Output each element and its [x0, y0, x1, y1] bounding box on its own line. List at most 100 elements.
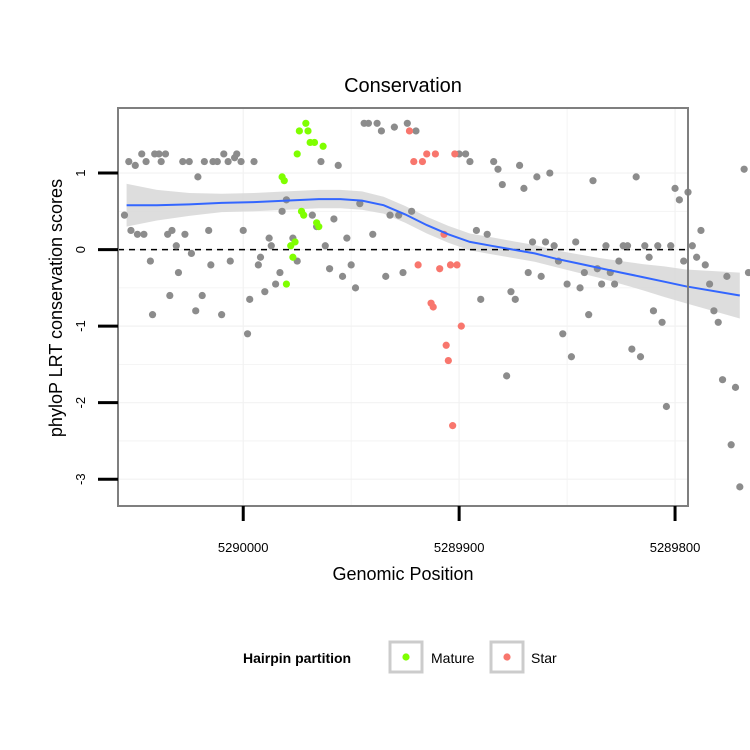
point-other	[343, 234, 351, 242]
point-other	[550, 242, 558, 250]
smooth-line-path	[126, 198, 740, 297]
point-other	[194, 173, 202, 181]
point-other	[623, 242, 632, 250]
point-other	[580, 268, 588, 277]
point-mature	[319, 142, 327, 150]
point-other	[408, 207, 416, 215]
point-other	[157, 157, 165, 166]
point-other	[688, 242, 696, 250]
point-other	[364, 119, 373, 127]
smooth-trend-line	[126, 198, 740, 297]
point-other	[243, 330, 252, 338]
point-other	[226, 257, 234, 265]
point-other	[533, 173, 541, 181]
point-other	[645, 253, 653, 261]
point-star	[444, 356, 452, 365]
point-star	[442, 341, 450, 349]
point-star	[436, 265, 444, 273]
point-other	[546, 169, 554, 177]
point-other	[220, 150, 228, 158]
point-other	[265, 234, 273, 242]
point-star	[429, 303, 437, 311]
point-other	[330, 215, 338, 223]
point-other	[125, 157, 133, 166]
x-tick-label: 5289900	[434, 540, 485, 555]
point-other	[133, 230, 142, 238]
point-other	[524, 268, 532, 277]
point-other	[120, 211, 129, 219]
point-other	[142, 157, 150, 166]
grid-lines	[118, 108, 688, 506]
point-other	[347, 261, 355, 269]
point-other	[636, 353, 645, 361]
point-mature	[282, 280, 291, 288]
point-other	[317, 157, 325, 166]
point-other	[490, 157, 498, 166]
point-other	[261, 288, 269, 296]
y-tick-label: 1	[73, 169, 88, 176]
point-other	[181, 230, 189, 238]
point-other	[239, 226, 247, 235]
point-other	[483, 230, 491, 238]
point-other	[567, 353, 576, 361]
point-mature	[289, 253, 297, 261]
point-other	[325, 265, 334, 273]
point-other	[148, 311, 157, 319]
point-other	[334, 161, 342, 170]
point-other	[602, 242, 610, 250]
point-other	[697, 226, 705, 235]
point-other	[198, 291, 206, 300]
point-other	[403, 119, 411, 127]
point-other	[256, 253, 265, 261]
point-star	[414, 261, 422, 269]
x-axis-title: Genomic Position	[332, 564, 473, 584]
point-star	[405, 127, 414, 135]
point-other	[174, 268, 183, 277]
point-other	[278, 207, 286, 215]
point-mature	[293, 150, 301, 158]
point-other	[466, 157, 474, 166]
point-other	[628, 345, 636, 353]
y-tick-label: 0	[73, 246, 88, 253]
point-other	[541, 238, 550, 246]
y-tick-label: -2	[73, 397, 88, 409]
point-other	[382, 272, 390, 280]
point-other	[166, 291, 174, 300]
point-other	[723, 272, 731, 280]
point-other	[511, 295, 519, 303]
point-other	[390, 123, 398, 131]
point-mature	[310, 138, 319, 147]
point-other	[662, 402, 671, 411]
point-other	[680, 257, 688, 265]
point-other	[615, 257, 623, 265]
point-mature	[291, 238, 299, 246]
point-other	[528, 238, 537, 246]
point-other	[138, 150, 146, 158]
point-other	[254, 261, 262, 269]
point-other	[351, 284, 360, 292]
point-other	[744, 268, 750, 277]
x-axis: 5290000 5289900 5289800	[218, 506, 700, 555]
point-other	[585, 311, 593, 319]
point-other	[131, 161, 139, 170]
legend: Hairpin partition Mature Star	[243, 640, 557, 674]
point-other	[740, 165, 748, 173]
point-other	[632, 173, 640, 181]
chart-title: Conservation	[344, 75, 462, 97]
point-other	[399, 268, 407, 277]
point-star	[453, 261, 461, 269]
point-other	[718, 376, 727, 384]
point-other	[641, 242, 649, 250]
confidence-band	[126, 183, 740, 319]
point-other	[369, 230, 377, 238]
point-other	[218, 311, 226, 319]
x-tick-label: 5289800	[650, 540, 701, 555]
point-other	[477, 295, 485, 303]
point-other	[179, 157, 187, 166]
point-mature	[280, 177, 288, 185]
point-other	[377, 127, 386, 135]
point-other	[667, 242, 675, 250]
point-other	[233, 150, 241, 158]
legend-label-mature: Mature	[431, 650, 475, 666]
point-other	[520, 184, 528, 192]
